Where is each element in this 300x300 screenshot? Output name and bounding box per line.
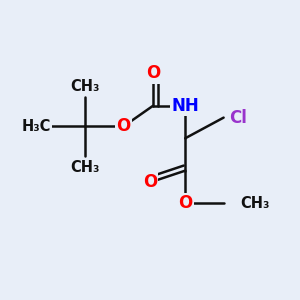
Text: O: O [143,173,157,191]
Text: CH₃: CH₃ [70,160,100,175]
Text: O: O [116,117,130,135]
Text: O: O [178,194,193,212]
Text: H₃C: H₃C [22,119,51,134]
Text: CH₃: CH₃ [70,79,100,94]
Text: Cl: Cl [230,109,247,127]
Text: CH₃: CH₃ [240,196,269,211]
Text: NH: NH [172,97,199,115]
Text: O: O [146,64,160,82]
